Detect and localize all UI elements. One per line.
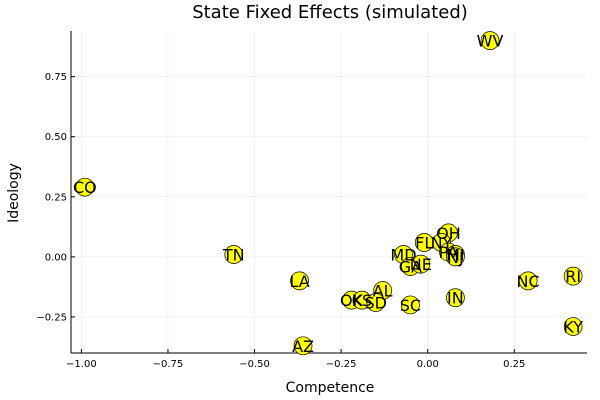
point-TN: [224, 245, 244, 264]
point-NC: [518, 271, 538, 291]
axes: [70, 31, 587, 354]
point-label-IN: IN: [447, 289, 464, 308]
point-label-NY: NY: [431, 233, 453, 252]
point-label-GA: GA: [399, 257, 422, 276]
x-tick-label-3: −0.25: [326, 359, 357, 370]
point-label-NE: NE: [410, 255, 432, 274]
point-LA: [290, 271, 309, 291]
y-axis-ticks: −0.25 0.00 0.25 0.50 0.75: [36, 72, 75, 323]
y-axis-label: Ideology: [6, 163, 22, 223]
point-label-AL: AL: [373, 282, 393, 301]
point-label-SD: SD: [365, 294, 387, 313]
y-tick-label-0: −0.25: [36, 312, 67, 323]
y-tick-label-1: 0.00: [45, 252, 67, 263]
x-axis-ticks: −1.00 −0.75 −0.50 −0.25 0.00 0.25: [66, 349, 525, 370]
point-label-KS: KS: [352, 291, 373, 310]
point-label-LA: LA: [289, 272, 309, 291]
point-label-KY: KY: [563, 318, 583, 337]
point-WV: [480, 31, 500, 50]
point-label-OK: OK: [340, 291, 364, 310]
point-SC: [401, 295, 420, 315]
point-NE: [411, 254, 431, 274]
point-IN: [446, 288, 465, 308]
data-points: [75, 31, 583, 356]
point-label-RI: RI: [565, 267, 581, 286]
x-tick-label-5: 0.25: [503, 359, 525, 370]
point-CO: [75, 177, 95, 197]
x-tick-label-0: −1.00: [66, 359, 97, 370]
point-RI: [563, 266, 583, 286]
point-label-NJ: NJ: [447, 248, 464, 267]
point-label-PA: PA: [439, 243, 459, 262]
point-label-OH: OH: [436, 224, 461, 243]
point-label-AZ: AZ: [292, 337, 314, 356]
point-label-FL: FL: [415, 233, 433, 252]
x-tick-label-4: 0.00: [417, 359, 439, 370]
point-label-WV: WV: [477, 32, 504, 51]
point-NJ: [446, 247, 465, 267]
y-tick-label-4: 0.75: [45, 72, 67, 83]
point-AZ: [293, 336, 313, 356]
point-label-SC: SC: [400, 296, 421, 315]
x-tick-label-2: −0.50: [239, 359, 270, 370]
point-label-NC: NC: [517, 272, 540, 291]
point-label-TN: TN: [222, 245, 245, 264]
x-axis-label: Competence: [286, 380, 375, 396]
point-label-MD: MD: [390, 245, 416, 264]
y-tick-label-2: 0.25: [45, 192, 67, 203]
point-label-CO: CO: [73, 178, 97, 197]
point-SD: [366, 293, 386, 312]
y-tick-label-3: 0.50: [45, 132, 67, 143]
grid-lines: [71, 31, 587, 353]
point-label-MI: MI: [446, 245, 465, 264]
x-tick-label-1: −0.75: [153, 359, 184, 370]
point-KY: [563, 317, 583, 336]
chart-title: State Fixed Effects (simulated): [192, 2, 468, 23]
